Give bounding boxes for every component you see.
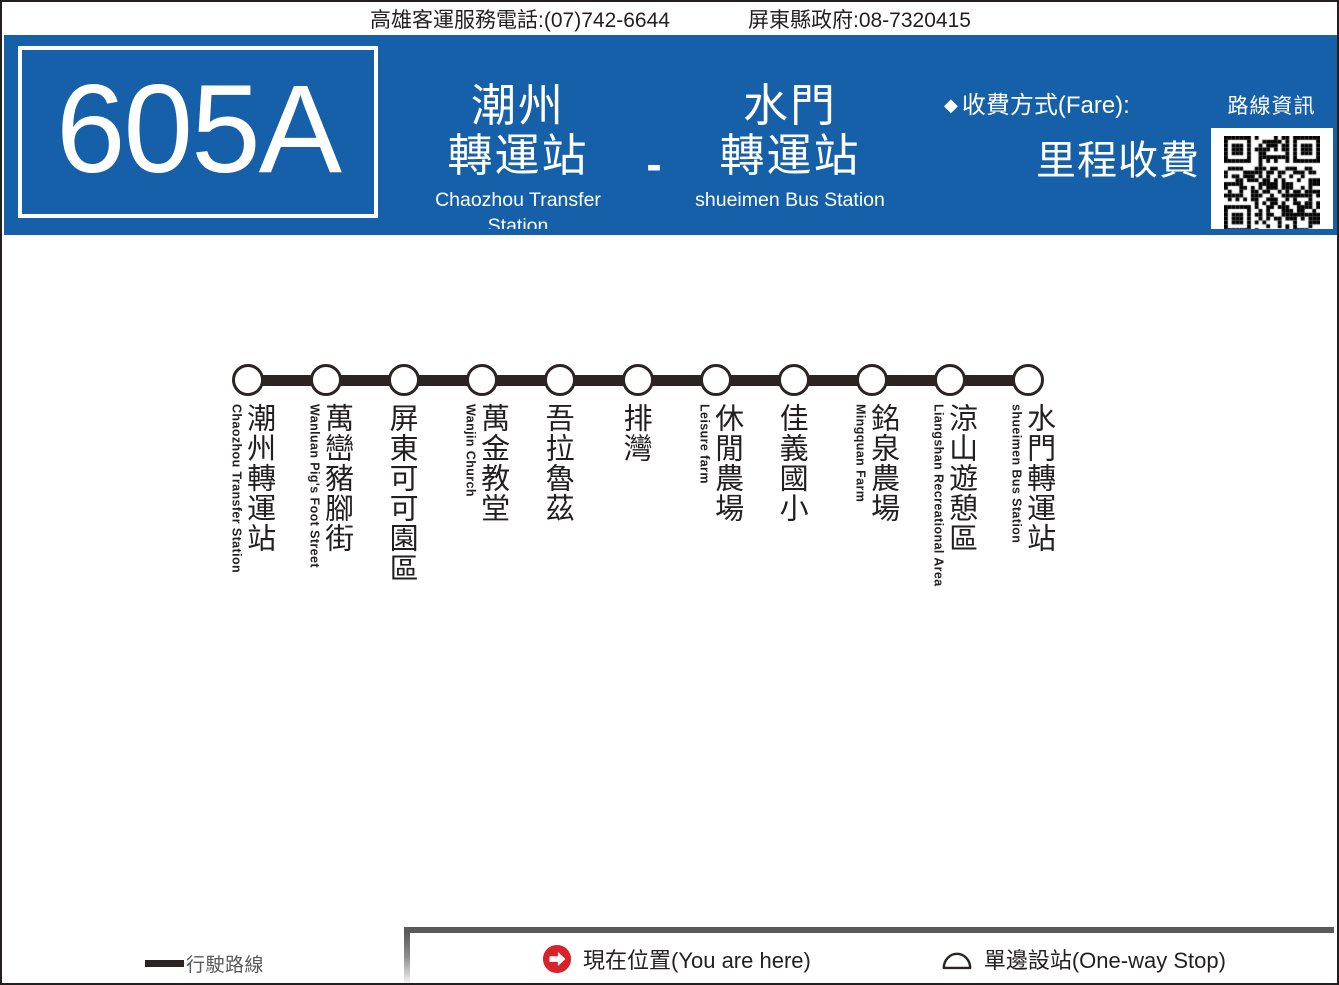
fare-value: 里程收費 (1036, 139, 1200, 183)
station-label-chinese: 屏東可可園區 (385, 403, 418, 583)
one-way-stop-label: 單邊設站(One-way Stop) (983, 948, 1226, 973)
origin-station: 潮州 轉運站 Chaozhou Transfer Station (404, 43, 632, 239)
station-dot-icon[interactable] (622, 364, 654, 396)
diamond-bullet-icon: ◆ (944, 95, 958, 115)
station-dot-icon[interactable] (778, 364, 810, 396)
route-line-swatch (145, 960, 184, 967)
bus-company-phone: 高雄客運服務電話:(07)742-6644 (370, 8, 670, 32)
station-labels: 吾拉魯茲 (541, 403, 594, 523)
destination-station: 水門 轉運站 shueimen Bus Station (676, 43, 904, 213)
county-government-phone: 屏東縣政府:08-7320415 (747, 8, 971, 32)
station-label-english: Chaozhou Transfer Station (229, 404, 244, 574)
qr-code-icon[interactable] (1223, 136, 1320, 232)
station-dot-icon[interactable] (232, 364, 264, 396)
route-info-qr-block: 路線資訊 (1209, 90, 1334, 240)
station-label-english: shueimen Bus Station (1009, 404, 1024, 544)
header-underline (4, 229, 1337, 235)
station-label-english: Wanluan Pig's Foot Street (307, 404, 322, 568)
station-dot-icon[interactable] (856, 364, 888, 396)
destination-label-line1: 水門 (742, 80, 837, 131)
station-label-chinese: 銘泉農場 (866, 403, 899, 523)
route-separator: - (646, 138, 662, 190)
red-arrow-circle-icon (542, 944, 572, 974)
station-labels: 佳義國小 (775, 403, 828, 523)
fare-block: ◆ 收費方式(Fare): 里程收費 (934, 85, 1204, 186)
station-dot-icon[interactable] (544, 364, 576, 396)
station-labels: Wanjin Church 萬金教堂 (464, 403, 516, 523)
station-dot-icon[interactable] (466, 364, 498, 396)
legend-route-line-entry: 行駛路線 (145, 950, 264, 977)
legend-footer: 行駛路線 現在位置(You are here) 單邊設站(One-way Sto… (4, 915, 1337, 983)
station-label-chinese: 萬巒豬腳街 (320, 403, 353, 553)
station-dot-icon[interactable] (700, 364, 732, 396)
station-label-chinese: 吾拉魯茲 (541, 403, 574, 523)
station-dot-icon[interactable] (1012, 364, 1044, 396)
station-label-chinese: 水門轉運站 (1022, 403, 1055, 553)
legend-one-way-stop: 單邊設站(One-way Stop) (941, 943, 1226, 975)
route-destinations: 潮州 轉運站 Chaozhou Transfer Station - 水門 轉運… (384, 43, 924, 237)
station-labels: 屏東可可園區 (385, 403, 438, 583)
station-label-chinese: 潮州轉運站 (242, 403, 275, 553)
destination-label-line2: 轉運站 (719, 130, 861, 182)
origin-label-line2: 轉運站 (447, 130, 589, 182)
station-labels: shueimen Bus Station 水門轉運站 (1010, 403, 1062, 553)
origin-label-line1: 潮州 (470, 80, 565, 131)
station-dot-icon[interactable] (934, 364, 966, 396)
station-label-chinese: 萬金教堂 (476, 403, 509, 523)
destination-label-english: shueimen Bus Station (695, 188, 885, 211)
qr-frame (1210, 128, 1333, 240)
station-labels: Leisure farm 休閒農場 (698, 403, 750, 523)
station-label-chinese: 排灣 (619, 403, 652, 463)
dome-icon (942, 952, 972, 970)
fare-label: 收費方式(Fare): (961, 92, 1130, 119)
station-labels: Chaozhou Transfer Station 潮州轉運站 (230, 403, 282, 573)
station-label-english: Wanjin Church (463, 404, 478, 497)
route-number-plate: 605A (18, 46, 378, 218)
station-dot-icon[interactable] (388, 364, 420, 396)
you-are-here-label: 現在位置(You are here) (583, 948, 811, 973)
station-dot-icon[interactable] (310, 364, 342, 396)
route-diagram: Chaozhou Transfer Station 潮州轉運站 Wanluan Pi… (2, 235, 1337, 915)
station-labels: 排灣 (619, 403, 672, 463)
station-labels: Mingquan Farm 銘泉農場 (854, 403, 906, 523)
station-label-chinese: 涼山遊憩區 (944, 403, 977, 553)
fare-label-row: ◆ 收費方式(Fare): (934, 85, 1204, 120)
route-line-label: 行駛路線 (186, 955, 265, 976)
contact-bar: 高雄客運服務電話:(07)742-6644 屏東縣政府:08-7320415 (4, 2, 1337, 35)
station-labels: Liangshan Recreational Area 涼山遊憩區 (932, 403, 984, 587)
route-number: 605A (56, 59, 342, 199)
qr-title: 路線資訊 (1227, 95, 1316, 118)
station-label-chinese: 佳義國小 (775, 403, 808, 523)
station-labels: Wanluan Pig's Foot Street 萬巒豬腳街 (308, 403, 360, 568)
station-label-chinese: 休閒農場 (710, 403, 743, 523)
station-label-english: Mingquan Farm (853, 404, 868, 503)
station-label-english: Liangshan Recreational Area (931, 404, 946, 587)
legend-you-are-here: 現在位置(You are here) (542, 943, 811, 975)
legend-panel: 現在位置(You are here) 單邊設站(One-way Stop) (404, 927, 1334, 983)
route-header: 605A 潮州 轉運站 Chaozhou Transfer Station - … (4, 35, 1337, 240)
station-label-english: Leisure farm (697, 404, 712, 484)
